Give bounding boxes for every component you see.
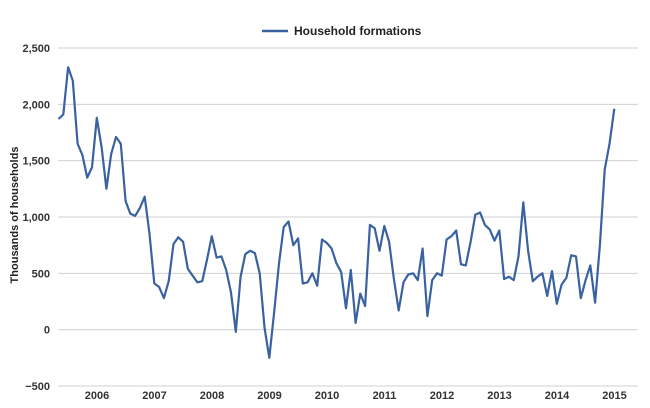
y-tick-label: 2,500	[22, 43, 50, 55]
x-tick-label: 2012	[430, 390, 454, 402]
x-tick-label: 2015	[602, 390, 626, 402]
x-tick-label: 2013	[487, 390, 511, 402]
y-tick-label: 1,500	[22, 156, 50, 168]
x-tick-label: 2010	[315, 390, 339, 402]
x-tick-label: 2007	[142, 390, 166, 402]
y-tick-label: 500	[32, 268, 50, 280]
gridlines	[58, 47, 638, 387]
y-tick-label: 1,000	[22, 212, 50, 224]
legend: Household formations	[262, 24, 422, 38]
legend-label: Household formations	[294, 24, 422, 38]
y-axis-label: Thousands of households	[9, 147, 21, 284]
series-line-household-formations	[57, 66, 616, 359]
y-axis-ticks: −500 0 500 1,000 1,500 2,000 2,500	[22, 43, 50, 393]
x-tick-label: 2008	[200, 390, 224, 402]
y-tick-label: 0	[44, 325, 50, 337]
x-tick-label: 2011	[373, 390, 397, 402]
series-group	[57, 66, 616, 359]
x-axis-ticks: 2006 2007 2008 2009 2010 2011 2012 2013 2014 2015	[85, 390, 627, 402]
x-tick-label: 2014	[545, 390, 570, 402]
y-tick-label: 2,000	[22, 99, 50, 111]
x-tick-label: 2006	[85, 390, 109, 402]
y-tick-label: −500	[25, 381, 50, 393]
x-tick-label: 2009	[257, 390, 281, 402]
